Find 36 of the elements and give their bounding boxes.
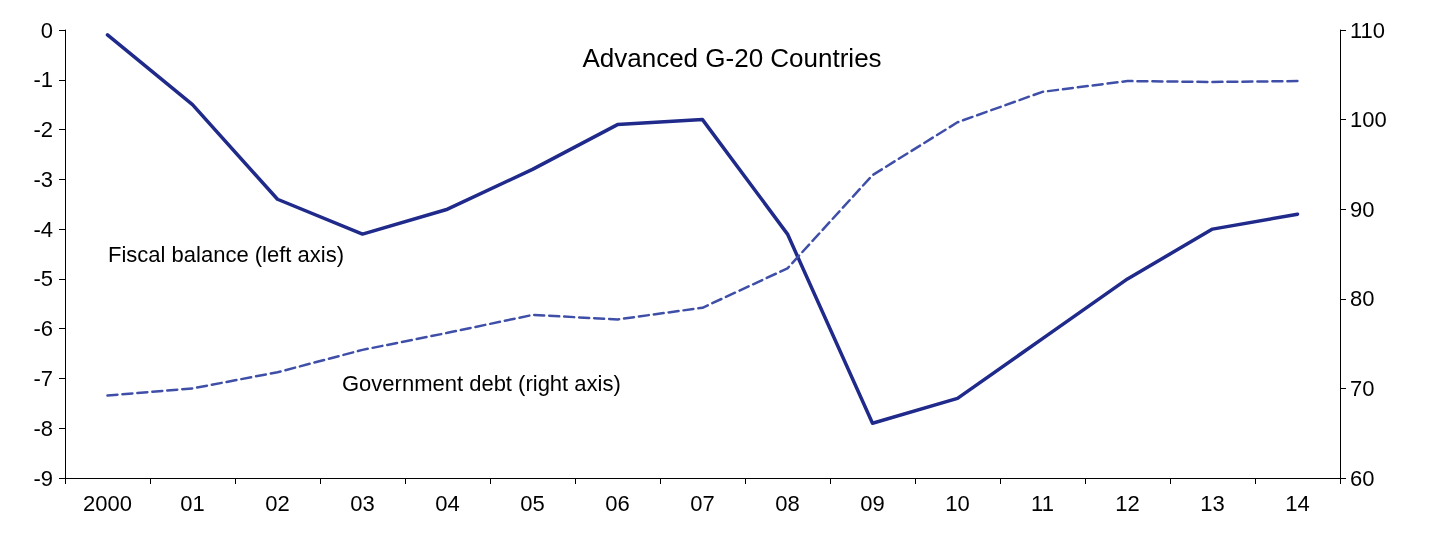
- y2-tick-label: 70: [1350, 375, 1375, 401]
- y2-tick-label: 90: [1350, 196, 1375, 222]
- y-tick-label: -6: [33, 316, 53, 342]
- x-tick-label: 14: [1285, 490, 1310, 516]
- y-tick-label: -9: [33, 465, 53, 491]
- y-tick-label: -2: [33, 117, 53, 143]
- y-tick-label: -1: [33, 67, 53, 93]
- x-tick-label: 05: [520, 490, 545, 516]
- line-series: [105, 33, 1300, 425]
- y-tick-label: -4: [33, 216, 53, 242]
- x-tick-label: 11: [1031, 490, 1054, 516]
- series-label: Fiscal balance (left axis): [108, 241, 344, 267]
- x-tick-label: 01: [180, 490, 205, 516]
- text: Advanced G-20 Countries: [582, 43, 882, 73]
- x-tick-label: 02: [265, 490, 290, 516]
- x-tick-label: 07: [690, 490, 715, 516]
- y-tick-label: -8: [33, 415, 53, 441]
- x-tick-label: 2000: [83, 490, 132, 516]
- x-tick-label: 03: [350, 490, 375, 516]
- x-tick-label: 12: [1115, 490, 1140, 516]
- y2-tick-label: 110: [1350, 17, 1386, 43]
- y-tick-label: 0: [40, 17, 53, 43]
- x-tick-label: 08: [775, 490, 800, 516]
- x-tick-label: 10: [945, 490, 970, 516]
- y2-tick-label: 100: [1350, 107, 1387, 133]
- x-tick-label: 13: [1200, 490, 1225, 516]
- series-label: Government debt (right axis): [342, 370, 621, 396]
- y-tick-label: -5: [33, 266, 53, 292]
- x-tick-label: 06: [605, 490, 630, 516]
- y2-tick-label: 80: [1350, 286, 1375, 312]
- x-tick-label: 09: [860, 490, 885, 516]
- y-tick-label: -7: [33, 365, 53, 391]
- x-tick-label: 04: [435, 490, 460, 516]
- y2-tick-label: 60: [1350, 465, 1375, 491]
- y-tick-label: -3: [33, 166, 53, 192]
- line-series: [106, 79, 1299, 397]
